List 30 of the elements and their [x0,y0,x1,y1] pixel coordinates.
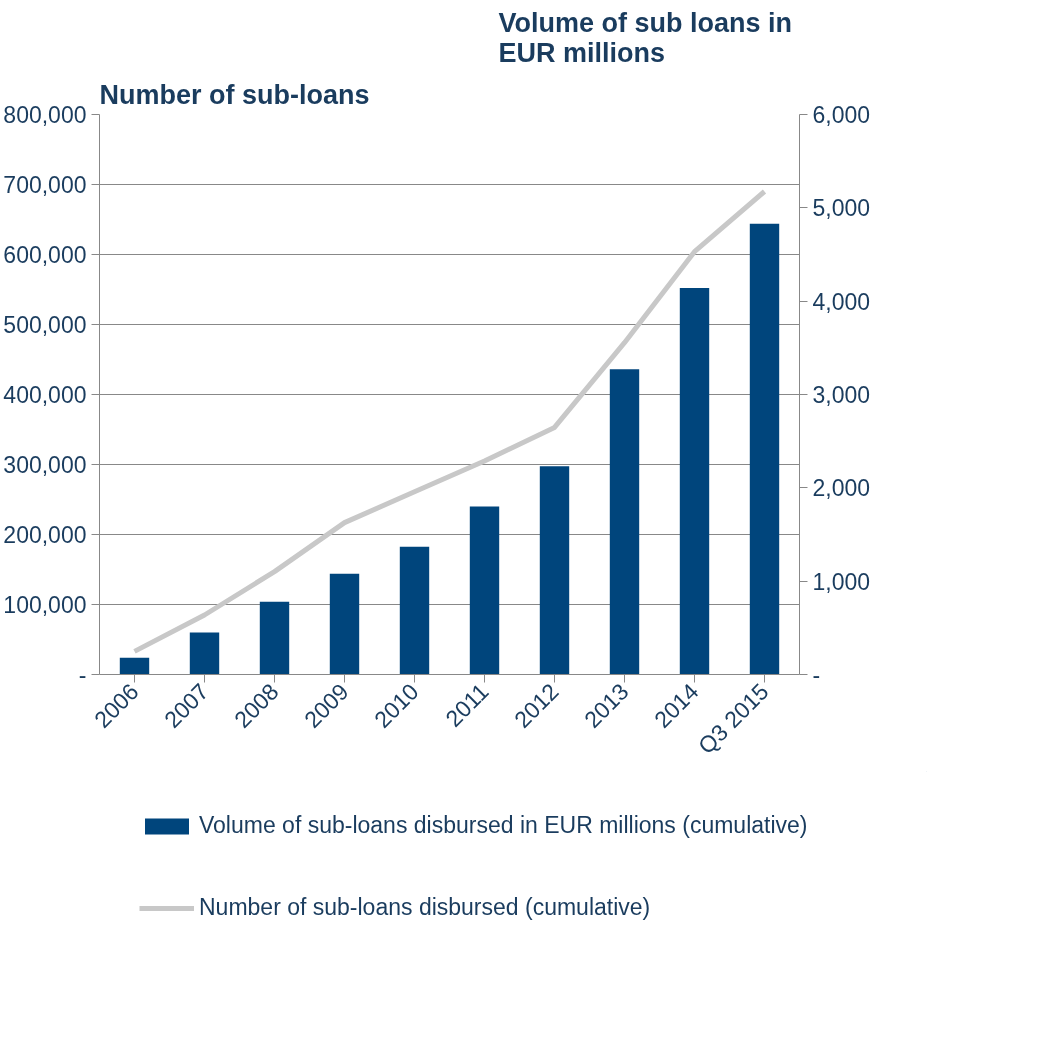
y2-axis-title: Volume of sub loans in EUR millions [498,7,793,68]
legend-label: Volume of sub-loans disbursed in EUR millions (cumulative) [199,812,808,839]
y-tick-label: 100,000 [3,592,87,618]
y2-tick-label: 2,000 [812,475,871,502]
bar [189,632,220,675]
y-tick-label: 200,000 [3,522,87,548]
y-tick-label: 600,000 [3,242,87,268]
y-tick-label: 700,000 [3,172,87,198]
bar [469,506,500,675]
y2-tick-label: 3,000 [812,382,871,408]
bar [259,601,290,675]
bar [609,369,640,675]
bar [119,657,150,675]
bar [329,573,360,675]
bar [749,223,780,675]
y2-tick-label: 4,000 [812,288,871,315]
y-tick-label: 500,000 [3,312,87,338]
y-tick-label: 400,000 [3,382,87,408]
y-tick-label: - [78,662,87,688]
y-tick-label: 300,000 [3,452,87,478]
y-tick-label: 800,000 [3,102,87,128]
legend-label: Number of sub-loans disbursed (cumulative) [199,894,651,921]
bar [679,288,710,675]
y2-tick-label: 5,000 [812,195,871,222]
bar [539,466,570,675]
y2-tick-label: 1,000 [812,568,871,595]
y2-tick-label: - [812,662,821,688]
y2-tick-label: 6,000 [812,102,871,128]
y-axis-title: Number of sub-loans [99,79,370,110]
bar [399,546,430,675]
